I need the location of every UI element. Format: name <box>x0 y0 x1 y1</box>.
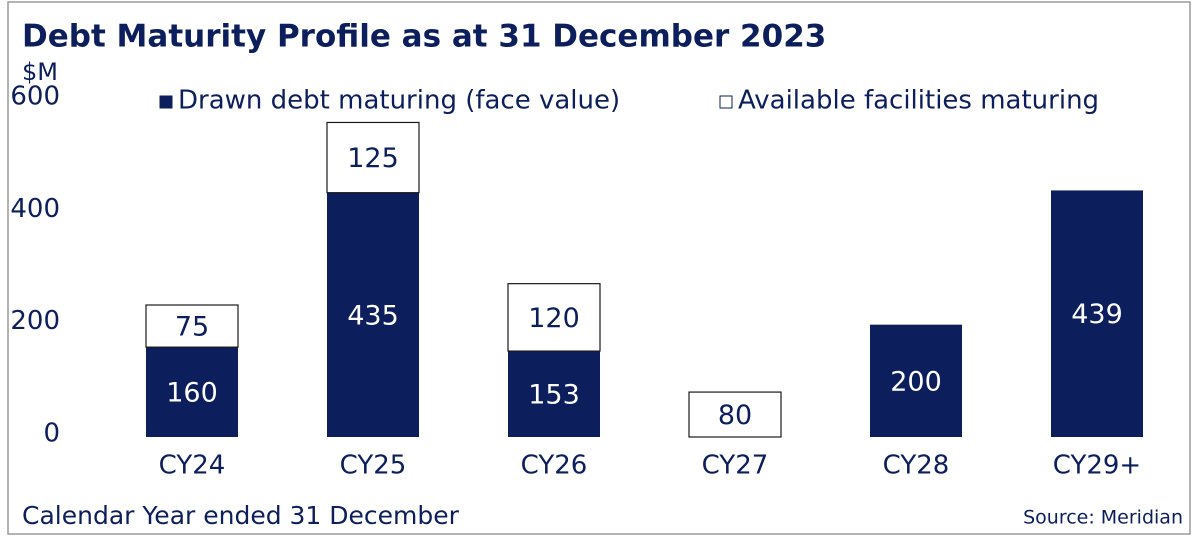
x-tick-label: CY27 <box>702 451 769 481</box>
bar-segment <box>870 324 962 437</box>
legend-swatch <box>159 95 173 109</box>
x-tick-label: CY25 <box>340 451 407 481</box>
x-tick-label: CY24 <box>159 451 226 481</box>
bar-segment <box>327 192 419 437</box>
data-label: 439 <box>1071 299 1123 330</box>
y-tick-label: 200 <box>10 306 60 336</box>
data-label: 75 <box>175 312 209 343</box>
legend-label: Drawn debt maturing (face value) <box>178 86 620 116</box>
data-label: 153 <box>528 380 580 411</box>
y-tick-label: 0 <box>43 419 60 449</box>
legend-label: Available facilities maturing <box>738 86 1099 116</box>
data-label: 160 <box>166 378 218 409</box>
bar-segment <box>508 351 600 437</box>
chart-title: Debt Maturity Profile as at 31 December … <box>22 19 826 55</box>
x-tick-label: CY29+ <box>1053 451 1141 481</box>
data-label: 80 <box>718 400 752 431</box>
x-tick-label: CY26 <box>521 451 588 481</box>
data-label: 200 <box>890 366 942 397</box>
y-tick-label: 600 <box>10 82 60 112</box>
y-axis-label: $M <box>22 58 58 86</box>
bar-segment <box>688 391 782 438</box>
frame <box>7 1 1191 535</box>
bar-segment <box>146 347 238 437</box>
bar-segment <box>507 283 601 352</box>
data-label: 125 <box>347 143 399 174</box>
source-note: Source: Meridian <box>1023 507 1183 529</box>
bar-segment <box>145 304 239 348</box>
bar-segment <box>1051 190 1143 437</box>
data-label: 435 <box>347 300 399 331</box>
bar-segment <box>326 121 420 194</box>
x-axis-label: Calendar Year ended 31 December <box>22 501 460 530</box>
y-tick-label: 400 <box>10 194 60 224</box>
legend-swatch <box>719 95 733 109</box>
data-label: 120 <box>528 303 580 334</box>
x-tick-label: CY28 <box>883 451 950 481</box>
